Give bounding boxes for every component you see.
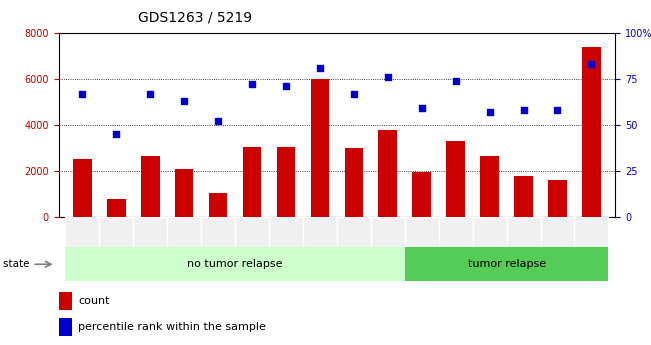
Point — [552, 108, 562, 113]
Bar — [311, 79, 329, 217]
Bar — [277, 147, 296, 217]
Bar — [167, 217, 201, 247]
Bar — [59, 292, 72, 309]
Bar — [473, 217, 506, 247]
Bar — [201, 217, 235, 247]
Bar — [235, 217, 269, 247]
Bar — [506, 217, 540, 247]
Point — [450, 78, 461, 83]
Bar — [100, 217, 133, 247]
Point — [213, 119, 223, 124]
Bar — [412, 172, 431, 217]
Bar — [133, 217, 167, 247]
Point — [417, 106, 427, 111]
Bar — [59, 318, 72, 336]
Text: count: count — [78, 296, 109, 306]
Bar — [209, 193, 227, 217]
Bar — [337, 217, 371, 247]
Bar — [175, 169, 193, 217]
Bar — [107, 199, 126, 217]
Bar — [243, 147, 262, 217]
Point — [281, 83, 291, 89]
Point — [587, 61, 597, 67]
Bar — [303, 217, 337, 247]
Bar — [405, 247, 609, 281]
Point — [518, 108, 529, 113]
Text: no tumor relapse: no tumor relapse — [187, 259, 283, 269]
Point — [179, 98, 189, 104]
Bar — [582, 47, 601, 217]
Point — [484, 109, 495, 115]
Bar — [65, 247, 405, 281]
Text: disease state: disease state — [0, 259, 29, 269]
Point — [349, 91, 359, 97]
Bar — [141, 156, 159, 217]
Point — [145, 91, 156, 97]
Bar — [574, 217, 609, 247]
Bar — [378, 130, 397, 217]
Text: percentile rank within the sample: percentile rank within the sample — [78, 322, 266, 332]
Point — [383, 74, 393, 80]
Bar — [344, 148, 363, 217]
Bar — [65, 217, 100, 247]
Point — [111, 131, 122, 137]
Bar — [439, 217, 473, 247]
Text: tumor relapse: tumor relapse — [467, 259, 546, 269]
Bar — [540, 217, 574, 247]
Bar — [405, 217, 439, 247]
Bar — [514, 176, 533, 217]
Bar — [548, 180, 567, 217]
Bar — [73, 158, 92, 217]
Point — [77, 91, 87, 97]
Bar — [447, 141, 465, 217]
Bar — [480, 156, 499, 217]
Bar — [269, 217, 303, 247]
Text: GDS1263 / 5219: GDS1263 / 5219 — [138, 10, 253, 24]
Point — [247, 82, 257, 87]
Bar — [371, 217, 405, 247]
Point — [314, 65, 325, 71]
